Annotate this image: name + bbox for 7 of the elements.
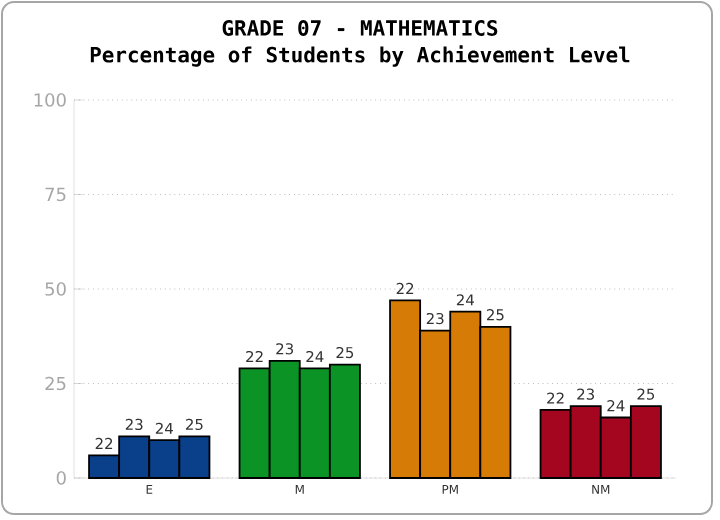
y-tick-label: 0 [56,471,66,485]
chart-title: GRADE 07 - MATHEMATICS [222,20,498,36]
chart-subtitle: Percentage of Students by Achievement Level [90,45,630,67]
y-tick-label: 50 [45,282,66,296]
y-tick-label: 100 [34,93,66,107]
y-tick-label: 25 [45,376,66,391]
y-tick-label: 75 [45,187,66,202]
